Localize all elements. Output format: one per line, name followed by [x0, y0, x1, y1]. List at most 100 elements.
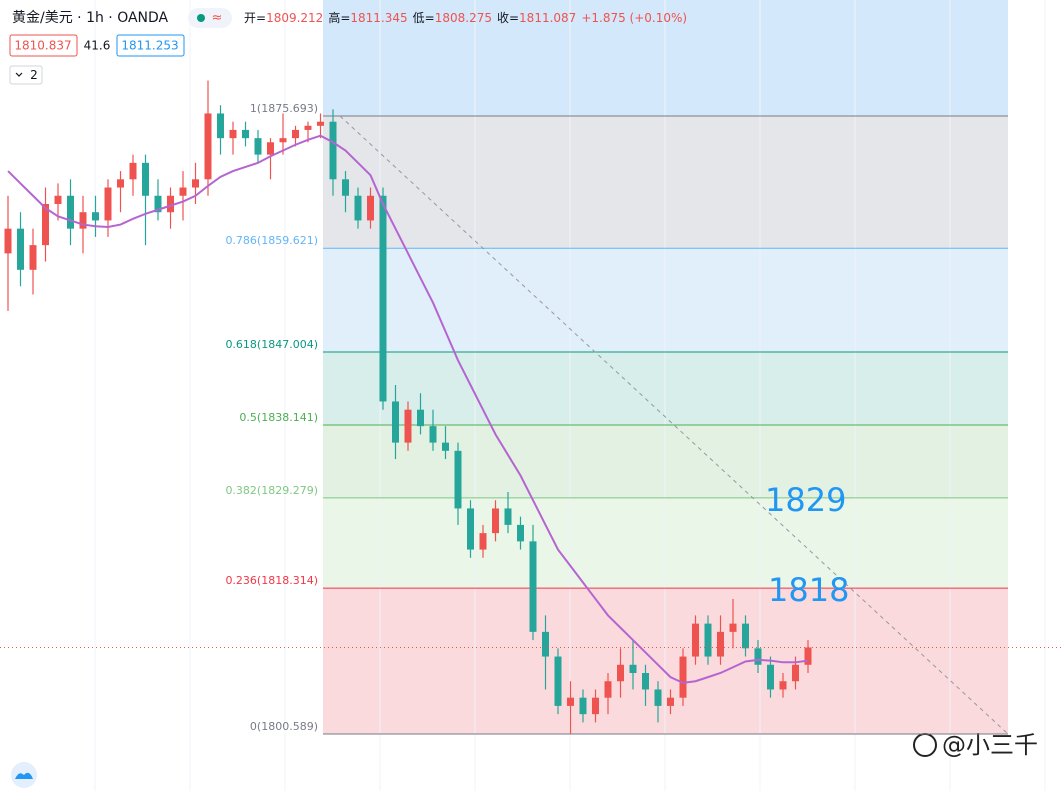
candle-body — [779, 681, 787, 690]
candle-body — [742, 623, 749, 649]
bid: 1810.837 — [14, 39, 71, 53]
candle-body — [804, 647, 812, 665]
ohlc-label: 收= — [497, 11, 519, 25]
fib-label: 0.5(1838.141) — [239, 411, 318, 424]
ohlc-value: 1809.212 — [266, 11, 323, 25]
candle-body — [304, 125, 312, 130]
bid-box[interactable] — [9, 34, 78, 57]
candle-body — [529, 541, 537, 632]
candle-body — [717, 631, 724, 657]
candle-body — [442, 442, 449, 451]
ohlc-label: 低= — [413, 11, 435, 25]
ohlc-value: 1811.345 — [350, 11, 407, 25]
candle-body — [754, 648, 762, 665]
candle-body — [279, 138, 287, 143]
ohlc-label: 开= — [244, 11, 266, 25]
candle-body — [317, 121, 324, 126]
candle-body — [679, 656, 687, 698]
status-dot — [197, 14, 205, 22]
fib-label: 1(1875.693) — [250, 102, 318, 115]
candle-body — [129, 162, 137, 180]
candle-body — [542, 631, 549, 657]
annotation: 1829 — [765, 481, 846, 519]
candle-body — [117, 179, 124, 188]
ohlc-line: 开=1809.212 高=1811.345 低=1808.275 收=1811.087… — [244, 10, 687, 25]
candle-body — [179, 187, 187, 196]
candle-body — [367, 195, 374, 221]
candle-body — [17, 228, 24, 270]
candle-body — [292, 129, 299, 139]
candle-body — [454, 450, 462, 509]
candle-body — [567, 697, 574, 706]
moving-average — [7, 134, 809, 684]
candle-body — [267, 142, 274, 155]
candle-body — [417, 409, 424, 427]
candle-body — [579, 697, 587, 715]
candle-body — [329, 121, 337, 180]
ohlc-change: +1.875 (+0.10%) — [581, 11, 687, 25]
ask: 1811.253 — [121, 39, 178, 53]
candle-body — [204, 113, 212, 180]
watermark-icon — [913, 733, 937, 757]
ohlc-value: 1811.087 — [519, 11, 576, 25]
spread: 41.6 — [84, 39, 111, 53]
candle-body — [392, 401, 399, 443]
candle-body — [229, 129, 237, 139]
candle-body — [504, 508, 512, 525]
candle-body — [54, 195, 62, 204]
fib-label: 0.618(1847.004) — [225, 338, 318, 351]
candle-body — [792, 664, 799, 682]
candle-body — [467, 508, 474, 550]
symbol-title[interactable]: 黄金/美元 · 1h · OANDA — [12, 9, 169, 26]
candle-body — [667, 697, 674, 706]
candle-body — [604, 681, 612, 698]
candle-body — [342, 179, 349, 196]
candle-body — [554, 656, 562, 706]
candle-body — [642, 673, 649, 690]
candle-body — [4, 228, 12, 254]
candle-body — [517, 524, 524, 542]
fib-label: 0.236(1818.314) — [225, 574, 318, 587]
candle-body — [429, 426, 437, 443]
candle-body — [167, 195, 174, 213]
candle-body — [192, 179, 199, 188]
candle-body — [154, 195, 162, 213]
candle-body — [104, 187, 112, 221]
candle-body — [404, 409, 412, 443]
candle-body — [254, 138, 262, 155]
candle-body — [79, 212, 87, 229]
candle-body — [479, 533, 487, 550]
candle-body — [692, 623, 699, 657]
candle-body — [704, 623, 712, 657]
status-pill[interactable] — [188, 8, 232, 28]
indicator-toggle[interactable] — [9, 65, 43, 85]
logo-icon — [15, 772, 33, 779]
candle-body — [42, 203, 49, 246]
candle-body — [492, 508, 499, 534]
pill-text: ≈ — [212, 11, 223, 26]
candle-body — [592, 697, 599, 715]
candle-body — [379, 195, 387, 402]
fib-label: 0.786(1859.621) — [225, 234, 318, 247]
candle-body — [67, 195, 74, 229]
watermark: @小三千 — [942, 731, 1038, 759]
candle-body — [92, 212, 99, 221]
candle-body — [354, 195, 362, 221]
chevron-icon — [15, 72, 23, 77]
ask-box[interactable] — [116, 34, 185, 57]
indicator-count: 2 — [30, 68, 38, 82]
candle-body — [242, 129, 249, 139]
candle-body — [29, 245, 37, 270]
ohlc-value: 1808.275 — [435, 11, 492, 25]
fib-label: 0.382(1829.279) — [225, 484, 318, 497]
candle-body — [629, 664, 637, 674]
candle-body — [142, 162, 149, 196]
ohlc-label: 高= — [328, 10, 350, 25]
candle-body — [654, 689, 662, 706]
annotation: 1818 — [768, 571, 849, 609]
candle-body — [767, 664, 774, 690]
candle-body — [217, 113, 224, 139]
candle-body — [729, 623, 737, 632]
fib-label: 0(1800.589) — [250, 720, 318, 733]
